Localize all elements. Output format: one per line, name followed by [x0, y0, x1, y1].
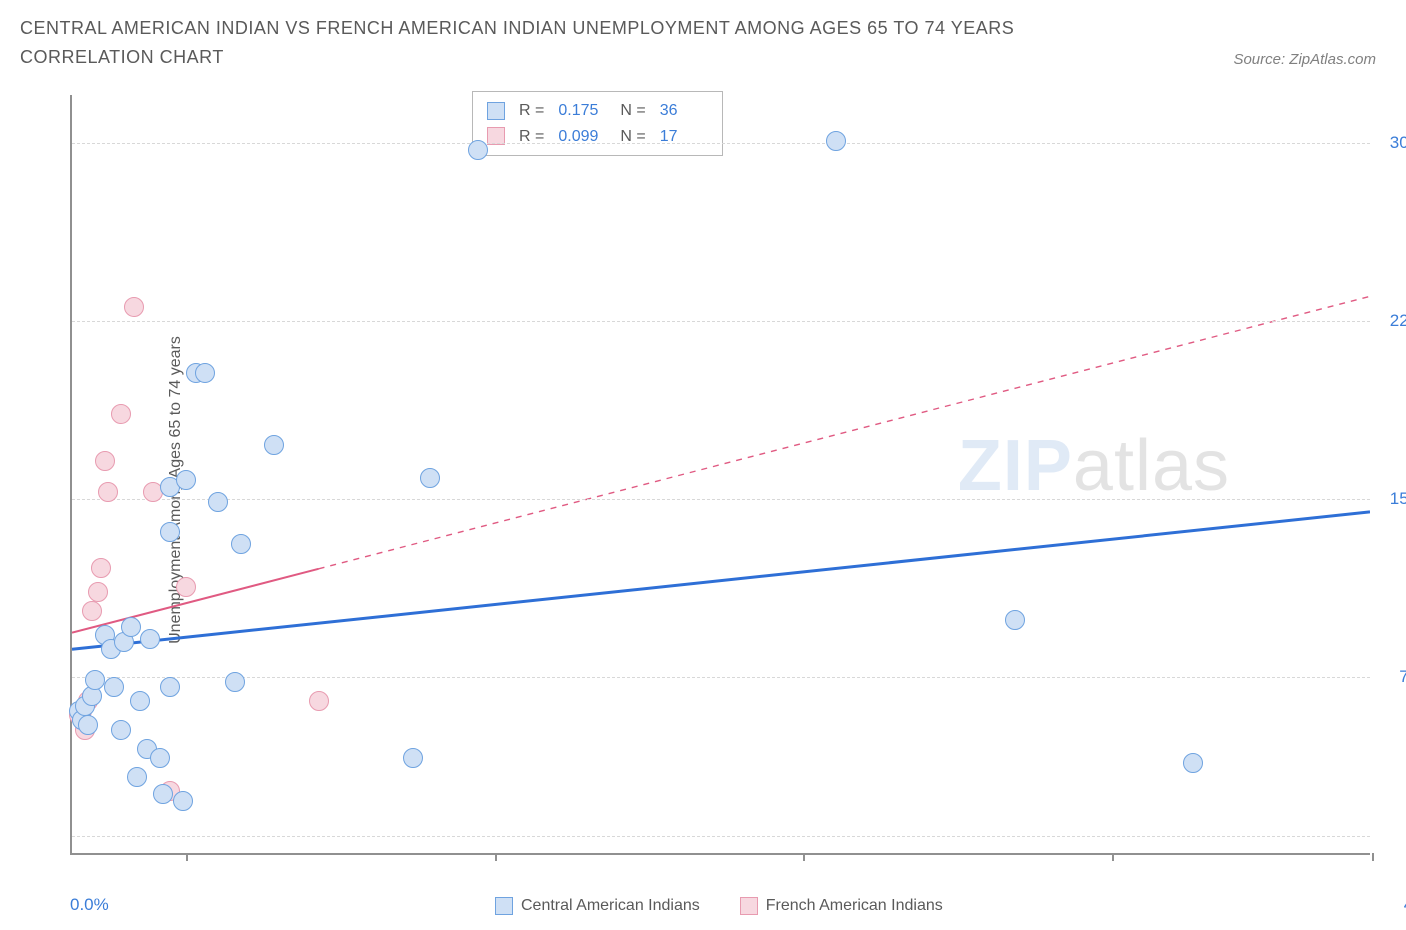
swatch-series-a — [487, 102, 505, 120]
source-attribution: Source: ZipAtlas.com — [1233, 51, 1386, 72]
data-point-a — [111, 720, 131, 740]
data-point-a — [121, 617, 141, 637]
data-point-b — [82, 601, 102, 621]
data-point-b — [111, 404, 131, 424]
stat-n-value-a: 36 — [660, 98, 708, 124]
chart-container: Unemployment Among Ages 65 to 74 years Z… — [50, 95, 1390, 885]
data-point-a — [468, 140, 488, 160]
data-point-a — [104, 677, 124, 697]
x-tick — [186, 853, 188, 861]
stat-r-value-b: 0.099 — [558, 124, 606, 150]
data-point-a — [264, 435, 284, 455]
legend-item-a: Central American Indians — [495, 897, 700, 915]
stats-legend-box: R = 0.175 N = 36 R = 0.099 N = 17 — [472, 91, 723, 156]
legend-label-b: French American Indians — [766, 897, 943, 915]
grid-line — [72, 321, 1370, 322]
y-tick-label: 15.0% — [1390, 489, 1406, 509]
stat-r-label-a: R = — [519, 98, 544, 124]
grid-line — [72, 677, 1370, 678]
data-point-a — [225, 672, 245, 692]
stat-n-label-b: N = — [620, 124, 645, 150]
data-point-a — [176, 470, 196, 490]
x-tick — [1372, 853, 1374, 861]
grid-line — [72, 143, 1370, 144]
x-tick — [803, 853, 805, 861]
y-tick-label: 30.0% — [1390, 133, 1406, 153]
x-tick — [1112, 853, 1114, 861]
data-point-b — [95, 451, 115, 471]
data-point-a — [127, 767, 147, 787]
data-point-a — [403, 748, 423, 768]
chart-title: CENTRAL AMERICAN INDIAN VS FRENCH AMERIC… — [20, 14, 1120, 72]
data-point-b — [176, 577, 196, 597]
trend-line — [72, 569, 319, 633]
legend-label-a: Central American Indians — [521, 897, 700, 915]
y-tick-label: 7.5% — [1399, 667, 1406, 687]
bottom-legend: Central American Indians French American… — [495, 897, 943, 915]
stats-row-a: R = 0.175 N = 36 — [487, 98, 708, 124]
x-tick — [495, 853, 497, 861]
data-point-a — [85, 670, 105, 690]
trend-line — [72, 512, 1370, 649]
data-point-a — [78, 715, 98, 735]
data-point-a — [826, 131, 846, 151]
data-point-a — [231, 534, 251, 554]
legend-swatch-a — [495, 897, 513, 915]
trend-lines — [72, 95, 1370, 853]
data-point-a — [130, 691, 150, 711]
stat-r-label-b: R = — [519, 124, 544, 150]
plot-area: ZIPatlas R = 0.175 N = 36 R = 0.099 N = … — [70, 95, 1370, 855]
data-point-a — [140, 629, 160, 649]
data-point-a — [208, 492, 228, 512]
data-point-b — [309, 691, 329, 711]
stats-row-b: R = 0.099 N = 17 — [487, 124, 708, 150]
data-point-a — [153, 784, 173, 804]
stat-n-value-b: 17 — [660, 124, 708, 150]
grid-line — [72, 499, 1370, 500]
data-point-b — [88, 582, 108, 602]
data-point-a — [173, 791, 193, 811]
stat-n-label-a: N = — [620, 98, 645, 124]
data-point-a — [160, 522, 180, 542]
data-point-b — [124, 297, 144, 317]
data-point-a — [160, 677, 180, 697]
data-point-b — [98, 482, 118, 502]
data-point-a — [1005, 610, 1025, 630]
x-axis-min-label: 0.0% — [70, 895, 109, 915]
y-tick-label: 22.5% — [1390, 311, 1406, 331]
legend-swatch-b — [740, 897, 758, 915]
trend-line — [319, 296, 1370, 568]
watermark: ZIPatlas — [958, 425, 1230, 507]
grid-line — [72, 836, 1370, 837]
data-point-a — [150, 748, 170, 768]
data-point-a — [420, 468, 440, 488]
legend-item-b: French American Indians — [740, 897, 943, 915]
stat-r-value-a: 0.175 — [558, 98, 606, 124]
data-point-a — [1183, 753, 1203, 773]
watermark-light: atlas — [1073, 426, 1230, 506]
data-point-a — [195, 363, 215, 383]
watermark-bold: ZIP — [958, 426, 1073, 506]
data-point-b — [91, 558, 111, 578]
